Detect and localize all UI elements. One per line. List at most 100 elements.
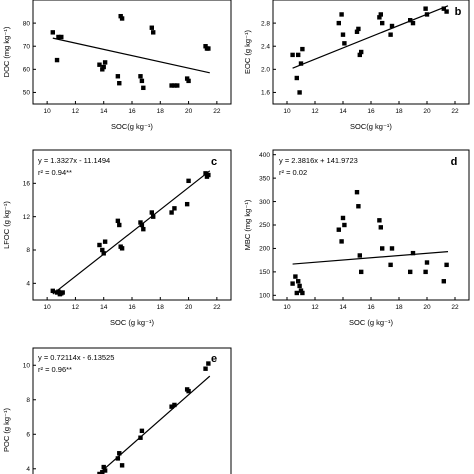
panel-c-data-point	[149, 210, 154, 215]
panel-e-y-axis-label: POC (g kg⁻¹)	[2, 408, 11, 452]
panel-b-data-point	[441, 6, 446, 11]
panel-d-data-point	[388, 262, 393, 268]
panel-e-y-tick-label: 4	[26, 466, 30, 473]
panel-b-data-point	[296, 52, 301, 58]
panel-b-data-point	[357, 52, 362, 58]
panel-d-marks	[290, 189, 449, 296]
panel-b-data-point	[424, 12, 430, 17]
panel-a-data-point	[175, 83, 180, 88]
panel-d-y-tick-label: 350	[259, 175, 270, 182]
panel-b-y-axis-label: EOC (g kg⁻¹)	[243, 30, 252, 74]
panel-d-y-tick-label: 250	[259, 222, 270, 229]
panel-b-x-tick-label: 16	[367, 108, 375, 115]
panel-d-data-point	[408, 269, 413, 275]
panel-d-y-tick-label: 100	[259, 293, 270, 300]
panel-c-data-point	[115, 218, 121, 224]
panel-b-data-point	[336, 20, 341, 26]
panel-e-data-point	[101, 464, 106, 470]
panel-c-marks	[50, 170, 211, 297]
panel-d-x-tick-label: 12	[311, 304, 319, 311]
panel-a-data-point	[141, 85, 146, 91]
panel-b-x-tick-label: 20	[423, 108, 431, 115]
panel-e-poc-vs-soc: 4 6 8 10 y = 0.72114x - 6.13525 r² = 0.96**…	[2, 347, 232, 474]
panel-a-data-point	[151, 30, 156, 35]
panel-d-data-point	[378, 225, 383, 230]
panel-d-x-tick-label: 14	[339, 304, 347, 311]
panel-b-regression-line	[292, 5, 449, 69]
panel-d-ticks: 10 12 14 16 18 20 22 100 150 200 250 300 350 400	[259, 152, 459, 311]
panel-d-regression-line	[292, 251, 449, 265]
panel-b-y-tick-label: 2.0	[261, 67, 270, 74]
panel-d-x-tick-label: 22	[451, 304, 459, 311]
panel-c-data-point	[186, 178, 191, 184]
panel-d-x-tick-label: 10	[283, 304, 291, 311]
panel-c-data-point	[101, 251, 106, 256]
panel-d-data-point	[298, 288, 304, 293]
panel-b-data-point	[389, 23, 395, 29]
panel-a-doc-vs-soc: 10 12 14 16 18 20 22 50 60 70 80 SOC(g kg⁻¹) DOC (…	[2, 0, 232, 131]
panel-c-y-tick-label: 4	[26, 281, 30, 288]
panel-b-data-point	[410, 20, 416, 26]
panel-e-data-point	[169, 404, 174, 409]
panel-b-data-point	[408, 18, 413, 23]
panel-a-x-tick-label: 16	[128, 108, 136, 115]
panel-d-data-point	[300, 290, 305, 296]
panel-b-plot-frame	[272, 0, 470, 105]
panel-c-data-point	[206, 172, 211, 178]
panel-a-data-point	[97, 62, 102, 67]
panel-d-data-point	[377, 218, 382, 223]
panel-b-data-point	[423, 6, 428, 11]
panel-c-data-point	[151, 214, 156, 219]
panel-d-r-squared: r² = 0.02	[279, 168, 307, 177]
panel-e-y-tick-label: 6	[26, 431, 30, 438]
panel-a-x-tick-label: 22	[213, 108, 221, 115]
panel-a-x-tick-label: 12	[72, 108, 80, 115]
panel-e-data-point	[172, 402, 177, 408]
panel-d-letter: d	[451, 156, 458, 168]
panel-a-data-point	[50, 30, 55, 35]
panel-b-data-point	[339, 12, 344, 17]
panel-e-data-point	[117, 451, 122, 456]
panel-b-data-point	[380, 20, 385, 26]
panel-d-data-point	[423, 269, 428, 275]
panel-e-ticks: 4 6 8 10	[23, 362, 36, 473]
panel-b-ticks: 10 12 14 16 18 20 22 1.6 2.0 2.4 2.8	[261, 20, 459, 115]
panel-a-data-point	[100, 67, 105, 72]
panel-c-data-point	[97, 242, 102, 248]
panel-a-y-tick-label: 60	[23, 67, 31, 74]
panel-c-y-tick-label: 8	[26, 247, 30, 254]
panel-a-data-point	[149, 25, 154, 30]
panel-a-data-point	[102, 60, 108, 65]
panel-d-y-tick-label: 150	[259, 269, 270, 276]
panel-c-data-point	[60, 290, 65, 295]
panel-c-x-tick-label: 20	[185, 304, 193, 311]
panel-e-data-point	[203, 366, 208, 371]
panel-b-data-point	[294, 75, 299, 81]
panel-c-data-point	[119, 246, 125, 251]
panel-c-x-axis-label: SOC (g kg⁻¹)	[110, 318, 154, 327]
panel-d-y-axis-label: MBC (mg kg⁻¹)	[243, 199, 252, 250]
panel-c-ticks: 10 12 14 16 18 20 22 4 8 12 16	[23, 181, 221, 311]
panel-d-x-tick-label: 20	[423, 304, 431, 311]
panel-a-data-point	[203, 44, 208, 49]
panel-b-data-point	[340, 32, 346, 37]
panel-b-letter: b	[455, 6, 462, 18]
panel-c-y-tick-label: 16	[23, 181, 31, 188]
panel-d-y-tick-label: 300	[259, 199, 270, 206]
panel-d-data-point	[297, 283, 302, 289]
panel-e-y-tick-label: 8	[26, 397, 30, 404]
panel-d-data-point	[441, 279, 446, 284]
panel-b-data-point	[359, 49, 364, 55]
panel-d-data-point	[410, 250, 416, 256]
panel-d-data-point	[294, 290, 299, 296]
panel-b-data-point	[300, 46, 305, 52]
panel-a-data-point	[115, 74, 121, 79]
panel-b-data-point	[297, 90, 302, 95]
panel-a-y-tick-label: 70	[23, 43, 31, 50]
panel-b-data-point	[298, 61, 304, 66]
panel-b-data-point	[356, 26, 361, 32]
panel-a-data-point	[59, 34, 64, 40]
panel-c-data-point	[56, 289, 61, 294]
panel-d-data-point	[359, 269, 364, 275]
